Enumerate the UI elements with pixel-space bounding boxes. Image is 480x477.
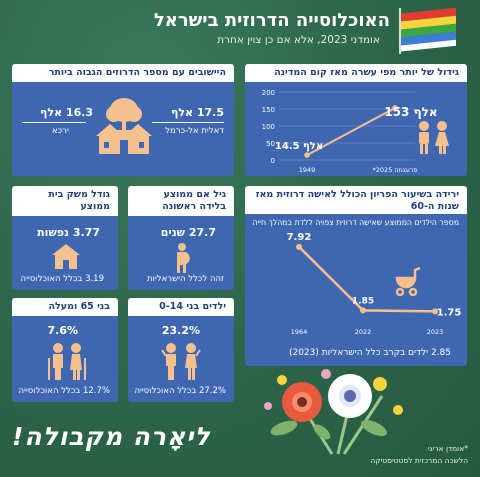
- fertility-xtick-2: 2023: [427, 328, 444, 336]
- source-org: הלשכה המרכזית לסטטיסטיקה: [370, 456, 468, 465]
- fertility-xtick-0: 1964: [291, 328, 308, 336]
- household-title: גודל משק בית ממוצע: [12, 186, 118, 216]
- household-comparison: 3.19 בכלל האוכלוסייה: [20, 274, 104, 284]
- growth-xtick-0: 1949: [299, 166, 316, 174]
- fertility-xtick-1: 2022: [355, 328, 372, 336]
- source-note: *אומדן אריגי: [427, 444, 468, 453]
- fertility-label-0: 7.92: [287, 232, 312, 243]
- house-icon: [52, 244, 80, 269]
- growth-ytick-4: 200: [262, 89, 275, 97]
- growth-card: גידול של יותר מפי עשרה מאז קום המדינה 0 5…: [245, 64, 467, 176]
- elderly-value: 7.6%: [47, 324, 78, 337]
- fertility-card: ירידה בשיעור הפריון הכולל לאישה דרוזית מ…: [245, 186, 467, 366]
- growth-ytick-1: 50: [266, 140, 275, 148]
- growth-ytick-0: 0: [271, 157, 275, 165]
- fertility-label-1: 1.85: [352, 296, 374, 306]
- flower-bouquet-icon: [264, 369, 403, 455]
- fertility-chart: 1964 2022 2023 7.92 1.85 1.75: [287, 232, 462, 336]
- growth-chart: 0 50 100 150 200 1949 *פרוגנוזה 2025 14.5 אלף 15…: [262, 89, 438, 174]
- children-comparison: 27.2% בכלל האוכלוסייה: [134, 386, 226, 396]
- fertility-point-0: [296, 243, 302, 250]
- children-title: ילדים בני 0-14: [128, 298, 234, 316]
- mother-age-title: גיל אם ממוצע בלידה ראשונה: [128, 186, 234, 216]
- growth-xtick-1: *פרוגנוזה 2025: [373, 166, 418, 174]
- growth-ytick-3: 150: [262, 106, 275, 114]
- yarka-name: ירכא: [52, 126, 69, 136]
- household-card: גודל משק בית ממוצע 3.77 נפשות 3.19 בכלל …: [12, 186, 118, 290]
- dalit-value: 17.5 אלף: [170, 106, 224, 119]
- growth-point-0: [304, 152, 310, 158]
- druze-flag-icon: [399, 7, 456, 54]
- fertility-point-1: [360, 307, 366, 314]
- stroller-icon: [395, 266, 421, 296]
- children-value: 23.2%: [161, 324, 200, 337]
- page-title: האוכלוסייה הדרוזית בישראל: [153, 10, 390, 31]
- fertility-footer: 2.85 ילדים בקרב כלל הישראליות (2023): [288, 348, 451, 358]
- mother-age-value: 27.7 שנים: [160, 226, 216, 239]
- fertility-label-2: 1.75: [437, 307, 462, 318]
- fertility-title: ירידה בשיעור הפריון הכולל לאישה דרוזית מ…: [245, 186, 467, 214]
- children-icon: [161, 343, 201, 380]
- children-card: ילדים בני 0-14 23.2% 27.2% בכלל האוכלוסי…: [128, 298, 234, 402]
- fertility-subtitle: מספר הילדים הממוצע שאישה דרוזית צפויה לל…: [252, 218, 459, 227]
- elderly-title: בני 65 ומעלה: [12, 298, 118, 316]
- pregnant-woman-icon: [177, 243, 190, 273]
- growth-title: גידול של יותר מפי עשרה מאז קום המדינה: [245, 64, 467, 82]
- growth-label-1949: 14.5 אלף: [275, 141, 323, 152]
- mother-age-card: גיל אם ממוצע בלידה ראשונה 27.7 שנים זהה …: [128, 186, 234, 290]
- growth-series-line: [306, 107, 396, 156]
- household-value: 3.77 נפשות: [37, 226, 100, 239]
- yarka-value: 16.3 אלף: [40, 106, 94, 119]
- mother-age-comparison: זהה לכלל הישראליות: [146, 274, 224, 284]
- settlements-card: היישובים עם מספר הדרוזים הגבוה ביותר 17.…: [12, 64, 234, 176]
- elderly-card: בני 65 ומעלה 7.6% 12.7% בכלל האוכלוסייה: [12, 298, 118, 402]
- welcome-greeting: ליאָרה מקבולה!: [12, 422, 211, 451]
- growth-label-2025: 153 אלף: [384, 105, 437, 119]
- fertility-point-2: [432, 308, 438, 315]
- elderly-couple-icon: [48, 343, 86, 380]
- village-icon: [96, 98, 152, 154]
- people-icon: [419, 121, 449, 154]
- settlements-title: היישובים עם מספר הדרוזים הגבוה ביותר: [12, 64, 234, 82]
- dalit-name: דאלית אל-כרמל: [165, 126, 224, 136]
- growth-point-1: [392, 105, 398, 111]
- elderly-comparison: 12.7% בכלל האוכלוסייה: [18, 386, 110, 396]
- page-subtitle: אומדני 2023, אלא אם כן צוין אחרת: [217, 34, 380, 46]
- growth-ytick-2: 100: [262, 123, 275, 131]
